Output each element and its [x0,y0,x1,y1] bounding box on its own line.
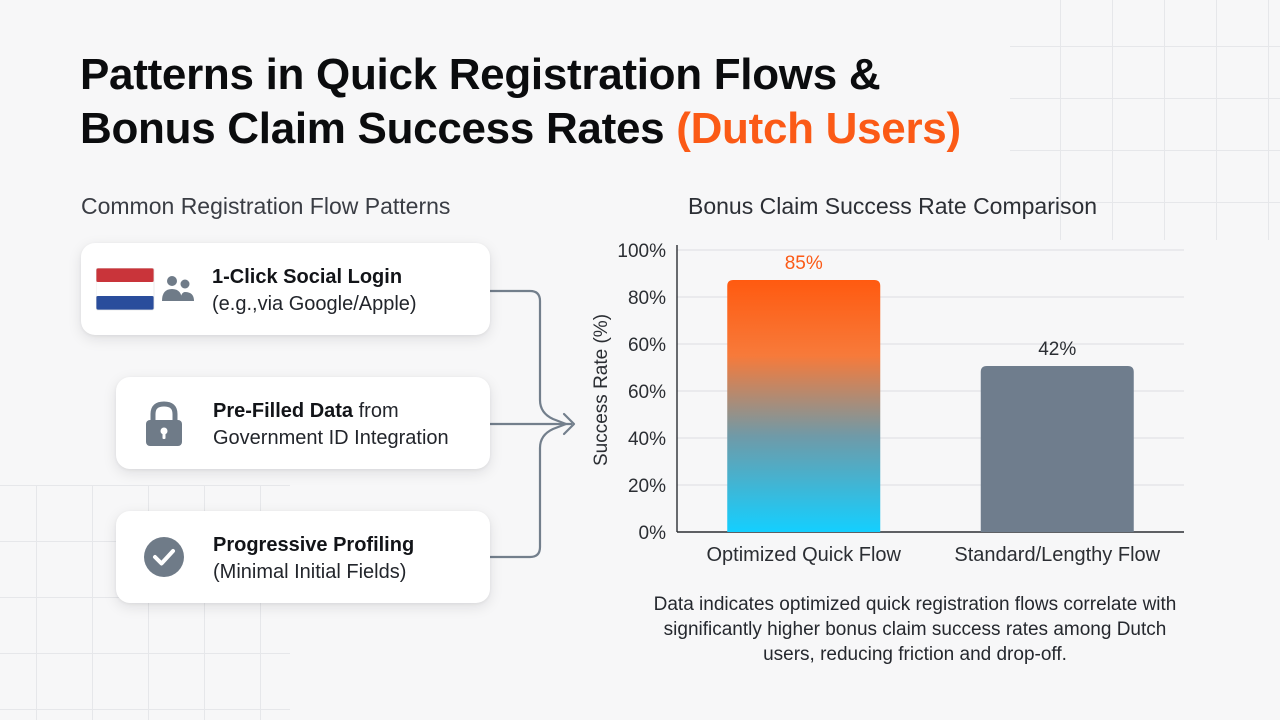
flow-connector-arrows [490,289,576,559]
y-tick-label: 20% [628,476,666,497]
card-2-bold: Pre-Filled Data [213,400,354,422]
bar-standard-lengthy-flow [980,366,1134,532]
y-axis-label: Success Rate (%) [591,314,612,466]
checkmark-circle-icon [143,536,185,583]
card-2-text: Pre-Filled Data from Government ID Integ… [213,398,449,452]
netherlands-flag-and-users-icon [95,267,200,317]
card-1-text: 1-Click Social Login (e.g.,via Google/Ap… [212,264,417,318]
pattern-card-progressive-profiling: Progressive Profiling (Minimal Initial F… [116,511,490,603]
y-tick-label: 0% [639,523,667,544]
page-title: Patterns in Quick Registration Flows & B… [80,48,961,156]
y-tick-label: 60% [628,335,666,356]
card-1-line2: (e.g.,via Google/Apple) [212,293,417,315]
title-line-2: Bonus Claim Success Rates [80,104,665,153]
bar-chart: 0% 20% 40% 60% 60% 80% 100% Success Rate (%) 8… [591,241,1184,566]
bar-data-label: 85% [785,253,823,274]
chart-caption: Data indicates optimized quick registrat… [653,594,1177,665]
card-2-rest: from [353,400,399,422]
y-tick-label: 60% [628,382,666,403]
bar-data-label: 42% [1038,339,1076,360]
title-accent: (Dutch Users) [676,104,961,153]
x-tick-label: Standard/Lengthy Flow [954,544,1160,566]
lock-icon [144,401,184,452]
card-3-bold: Progressive Profiling [213,534,415,556]
pattern-card-social-login: 1-Click Social Login (e.g.,via Google/Ap… [81,243,490,335]
y-axis-ticks: 0% 20% 40% 60% 60% 80% 100% [617,241,666,544]
card-3-line2: (Minimal Initial Fields) [213,561,407,583]
card-3-text: Progressive Profiling (Minimal Initial F… [213,532,414,586]
chart-title: Bonus Claim Success Rate Comparison [688,193,1098,219]
y-tick-label: 40% [628,429,666,450]
pattern-card-prefilled-data: Pre-Filled Data from Government ID Integ… [116,377,490,469]
x-tick-label: Optimized Quick Flow [707,544,902,566]
y-tick-label: 100% [617,241,666,262]
bar-optimized-quick-flow [727,280,881,532]
title-line-1: Patterns in Quick Registration Flows & [80,50,881,99]
y-tick-label: 80% [628,288,666,309]
card-2-line2: Government ID Integration [213,427,449,449]
patterns-heading: Common Registration Flow Patterns [81,193,451,219]
chart-bars: 85% Optimized Quick Flow 42% Standard/Lengt… [707,253,1161,566]
card-1-bold: 1-Click Social Login [212,266,403,288]
